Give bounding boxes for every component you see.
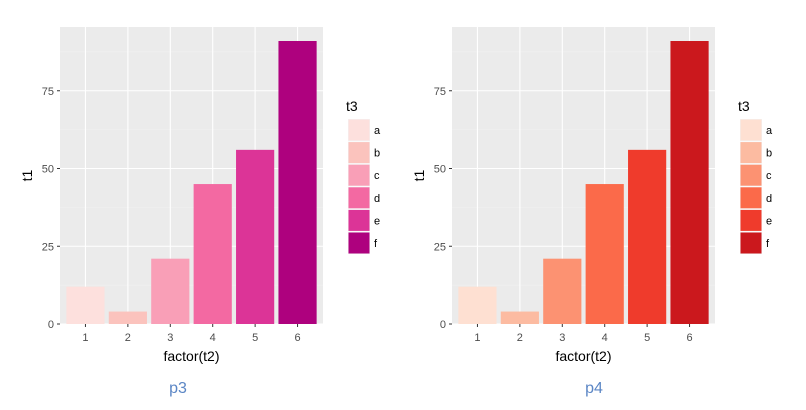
bar-1 [66,286,105,324]
legend-label-e: e [374,215,380,227]
legend-swatch-c [740,164,762,186]
bar-3 [151,258,190,324]
legend-title: t3 [346,98,358,114]
legend-swatch-f [740,232,762,254]
x-tick-label: 6 [686,332,692,344]
x-tick-label: 5 [644,332,650,344]
legend-swatch-e [348,209,370,231]
y-tick-label: 0 [48,319,54,331]
x-axis-title: factor(t2) [555,348,611,364]
y-tick-label: 50 [434,164,446,176]
legend-label-b: b [374,148,380,160]
bar-2 [500,311,539,324]
x-tick-label: 5 [252,332,258,344]
x-tick-label: 3 [167,332,173,344]
x-tick-label: 2 [517,332,523,344]
legend-label-d: d [766,193,772,205]
x-tick-label: 4 [602,332,608,344]
legend-label-a: a [766,125,773,137]
bar-1 [458,286,497,324]
legend-label-d: d [374,193,380,205]
legend-label-e: e [766,215,772,227]
legend-label-c: c [766,170,772,182]
legend-swatch-e [740,209,762,231]
bar-5 [236,149,275,324]
x-tick-label: 1 [82,332,88,344]
x-axis-title: factor(t2) [163,348,219,364]
legend-swatch-c [348,164,370,186]
x-tick-label: 6 [294,332,300,344]
legend-title: t3 [738,98,750,114]
legend-label-b: b [766,148,772,160]
bar-2 [108,311,147,324]
bar-4 [193,184,232,324]
bar-5 [628,149,667,324]
legend-swatch-a [740,119,762,141]
y-tick-label: 50 [42,164,54,176]
legend-label-a: a [374,125,381,137]
bar-6 [278,40,317,325]
legend-swatch-f [348,232,370,254]
y-tick-label: 75 [434,86,446,98]
legend-swatch-a [348,119,370,141]
x-tick-label: 3 [559,332,565,344]
y-tick-label: 25 [42,241,54,253]
x-tick-label: 4 [210,332,216,344]
y-tick-label: 75 [42,86,54,98]
legend-swatch-b [740,142,762,164]
legend-swatch-b [348,142,370,164]
y-tick-label: 0 [440,319,446,331]
legend-label-c: c [374,170,380,182]
bar-3 [543,258,582,324]
legend-swatch-d [740,187,762,209]
legend-label-f: f [766,238,770,250]
y-axis-title: t1 [411,169,427,181]
legend-swatch-d [348,187,370,209]
chart-caption-p4: p4 [585,380,603,397]
bar-4 [585,184,624,324]
legend-label-f: f [374,238,378,250]
bar-6 [670,40,709,325]
x-tick-label: 2 [125,332,131,344]
x-tick-label: 1 [474,332,480,344]
y-tick-label: 25 [434,241,446,253]
y-axis-title: t1 [19,169,35,181]
chart-caption-p3: p3 [169,380,187,397]
